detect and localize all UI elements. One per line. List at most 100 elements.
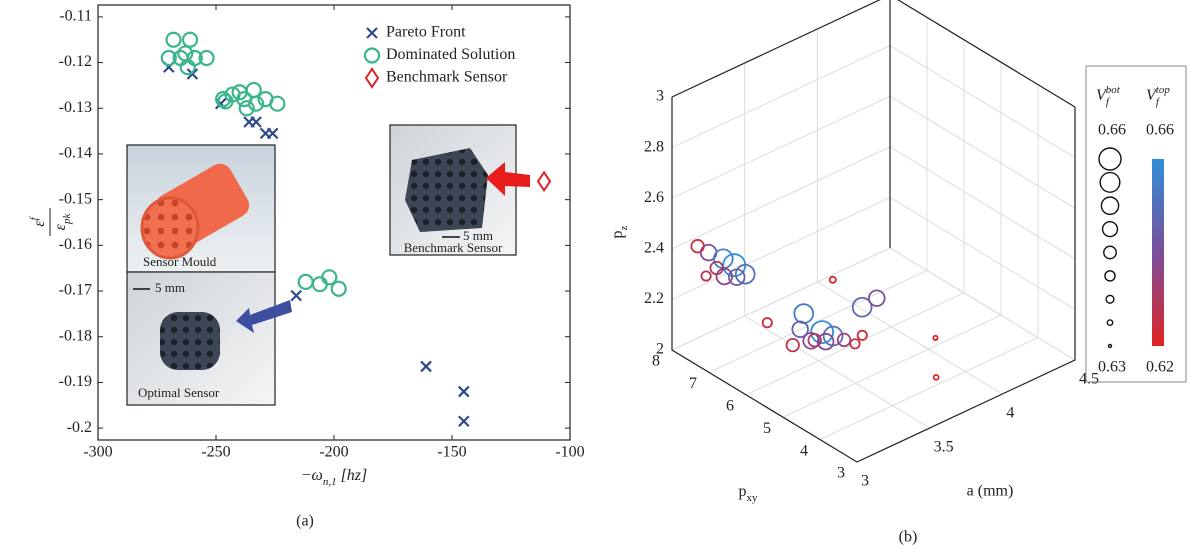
z-tick-label: 3 — [656, 88, 664, 105]
pareto-point — [266, 127, 279, 140]
y-label-numerator-base: ε — [31, 220, 48, 227]
y-tick-label: -0.19 — [59, 373, 92, 390]
dominated-point — [297, 273, 314, 291]
y-tick-label: 5 — [763, 420, 771, 437]
x-axis-label-suffix: [hz] — [337, 467, 368, 484]
grid-line — [671, 0, 891, 351]
size-title: Vbot f — [1096, 84, 1121, 108]
color-title: Vtop f — [1146, 84, 1170, 108]
grid-line — [671, 95, 1076, 209]
y-tick-label: -0.17 — [59, 282, 92, 299]
pareto-point — [458, 415, 470, 428]
inset-caption: Optimal Sensor — [138, 385, 220, 400]
data-point — [734, 263, 756, 285]
data-point — [793, 303, 815, 324]
grid-line — [744, 63, 930, 429]
data-point — [856, 329, 868, 341]
size-tick-label: 0.63 — [1098, 359, 1126, 376]
y-axis-label-base: p — [739, 483, 747, 500]
y-tick-label: 8 — [652, 353, 660, 370]
x-tick-label: 4.5 — [1079, 371, 1099, 388]
colorbar — [1152, 159, 1164, 346]
grid-line — [819, 84, 1039, 441]
data-point — [807, 333, 822, 348]
color-title-sup: top — [1156, 84, 1171, 96]
dominated-point — [248, 95, 265, 112]
x-tick-label: -300 — [83, 444, 112, 461]
dominated-point — [330, 280, 347, 297]
grid-line — [782, 62, 1002, 418]
color-title-base: V — [1146, 87, 1158, 104]
y-tick-label: 4 — [800, 442, 808, 459]
x-tick-label: -250 — [201, 444, 230, 461]
x-axis-label-sub: n,1 — [323, 476, 337, 488]
grid-line — [671, 247, 1076, 361]
y-tick-label: 6 — [726, 397, 734, 414]
size-title-base: V — [1096, 87, 1108, 104]
y-tick-label: 3 — [837, 465, 845, 482]
arrow-red — [486, 162, 530, 196]
data-point — [932, 373, 940, 381]
data-point — [810, 320, 834, 345]
y-tick-label: -0.16 — [59, 236, 92, 253]
z-tick-label: 2.8 — [644, 138, 664, 155]
pareto-point — [458, 385, 470, 398]
x-tick-label: -200 — [319, 444, 348, 461]
dominated-point — [179, 59, 196, 76]
grid-line — [708, 17, 928, 373]
x-tick-label: 4 — [1006, 405, 1014, 422]
y-tick-label: -0.14 — [59, 145, 92, 162]
panel-label: (b) — [899, 529, 918, 546]
data-point — [690, 239, 705, 254]
y-label-denominator-sub: pk — [61, 213, 73, 226]
inset-mould — [126, 144, 276, 273]
dominated-point — [217, 93, 234, 110]
y-tick-label: -0.15 — [59, 190, 92, 207]
data-point — [785, 337, 800, 353]
data-point — [836, 332, 852, 348]
dominated-point — [311, 276, 328, 293]
pareto-point — [186, 68, 199, 80]
data-point — [700, 270, 712, 282]
data-point — [816, 332, 835, 351]
size-title-sub: f — [1106, 96, 1111, 108]
y-tick-label: -0.11 — [59, 8, 92, 25]
arrow-blue — [236, 300, 292, 333]
legend-marker — [364, 67, 380, 89]
x-tick-label: 3 — [861, 473, 869, 490]
legend-marker — [363, 47, 381, 64]
x-tick-label: -100 — [555, 444, 584, 461]
z-tick-label: 2.4 — [644, 239, 664, 256]
size-key — [1098, 147, 1122, 171]
y-tick-label: -0.18 — [59, 327, 92, 344]
axis-box — [671, 97, 1076, 463]
data-point — [849, 338, 861, 350]
z-axis-label-base: p — [609, 230, 626, 238]
z-axis-label: pz — [609, 225, 630, 238]
panel-label: (a) — [296, 513, 314, 530]
y-axis-label: pxy — [739, 483, 759, 504]
y-label-denominator: εpk — [52, 213, 73, 231]
size-key — [1100, 196, 1120, 216]
dominated-point — [321, 269, 338, 286]
grid-line — [816, 29, 1003, 395]
size-key — [1101, 220, 1119, 238]
dominated-point — [181, 31, 199, 48]
legend-marker — [366, 27, 378, 39]
size-key — [1099, 171, 1121, 193]
x-tick-label: -150 — [437, 444, 466, 461]
data-point — [802, 332, 820, 350]
size-key — [1106, 319, 1114, 327]
data-point — [791, 320, 809, 339]
data-point — [868, 289, 886, 307]
color-tick-label: 0.62 — [1146, 359, 1174, 376]
y-tick-label: -0.12 — [59, 53, 92, 70]
data-point — [728, 268, 746, 286]
dominated-point — [160, 49, 177, 67]
size-tick-label: 0.66 — [1098, 122, 1126, 139]
z-tick-label: 2 — [656, 341, 664, 358]
z-axis-label: pz — [609, 225, 630, 238]
inset-optimal — [126, 271, 276, 406]
